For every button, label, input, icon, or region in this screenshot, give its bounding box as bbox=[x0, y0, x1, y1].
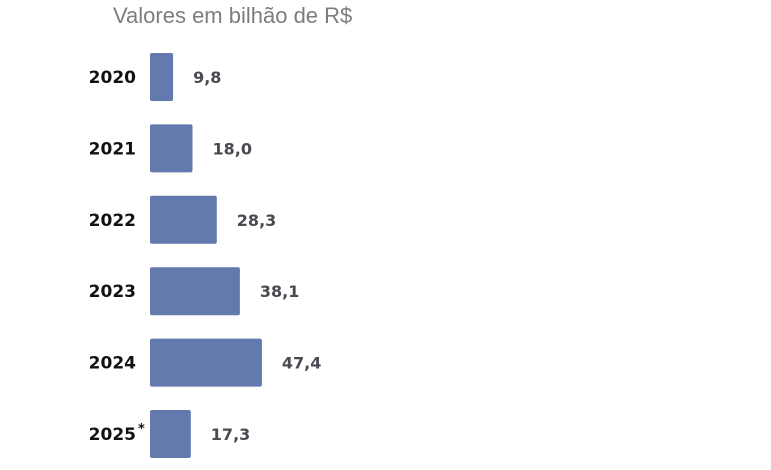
value-label-2020: 9,8 bbox=[193, 68, 221, 87]
category-label-2024: 2024 bbox=[89, 354, 136, 374]
bar-2023 bbox=[150, 267, 240, 316]
value-label-2024: 47,4 bbox=[282, 354, 321, 373]
bar-2020 bbox=[150, 53, 174, 101]
category-label-2022: 2022 bbox=[89, 211, 136, 231]
category-footnote-mark-2025: * bbox=[138, 422, 145, 437]
bar-group: 2020 9,8 2021 18,0 2022 28,3 2023 38,1 2024 47,4 2… bbox=[89, 53, 321, 458]
bar-2025 bbox=[150, 410, 191, 458]
value-label-2025: 17,3 bbox=[211, 425, 250, 444]
category-label-2023: 2023 bbox=[89, 282, 136, 302]
value-label-2022: 28,3 bbox=[237, 211, 276, 230]
chart-title: Valores em bilhão de R$ bbox=[113, 3, 352, 28]
bar-2022 bbox=[150, 195, 217, 244]
value-label-2023: 38,1 bbox=[260, 282, 299, 301]
value-label-2021: 18,0 bbox=[213, 139, 252, 158]
category-label-2021: 2021 bbox=[89, 139, 136, 159]
bar-2021 bbox=[150, 124, 193, 173]
category-label-2020: 2020 bbox=[89, 68, 136, 88]
bar-2024 bbox=[150, 338, 262, 387]
category-label-2025: 2025 bbox=[89, 425, 136, 445]
